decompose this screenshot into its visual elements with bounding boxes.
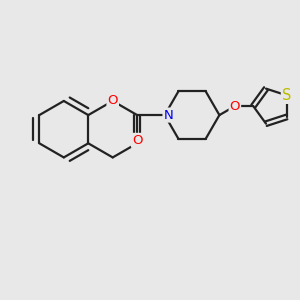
Text: O: O [230, 100, 240, 113]
Text: N: N [164, 109, 173, 122]
Text: S: S [282, 88, 291, 103]
Text: O: O [107, 94, 118, 107]
Text: O: O [132, 134, 142, 147]
